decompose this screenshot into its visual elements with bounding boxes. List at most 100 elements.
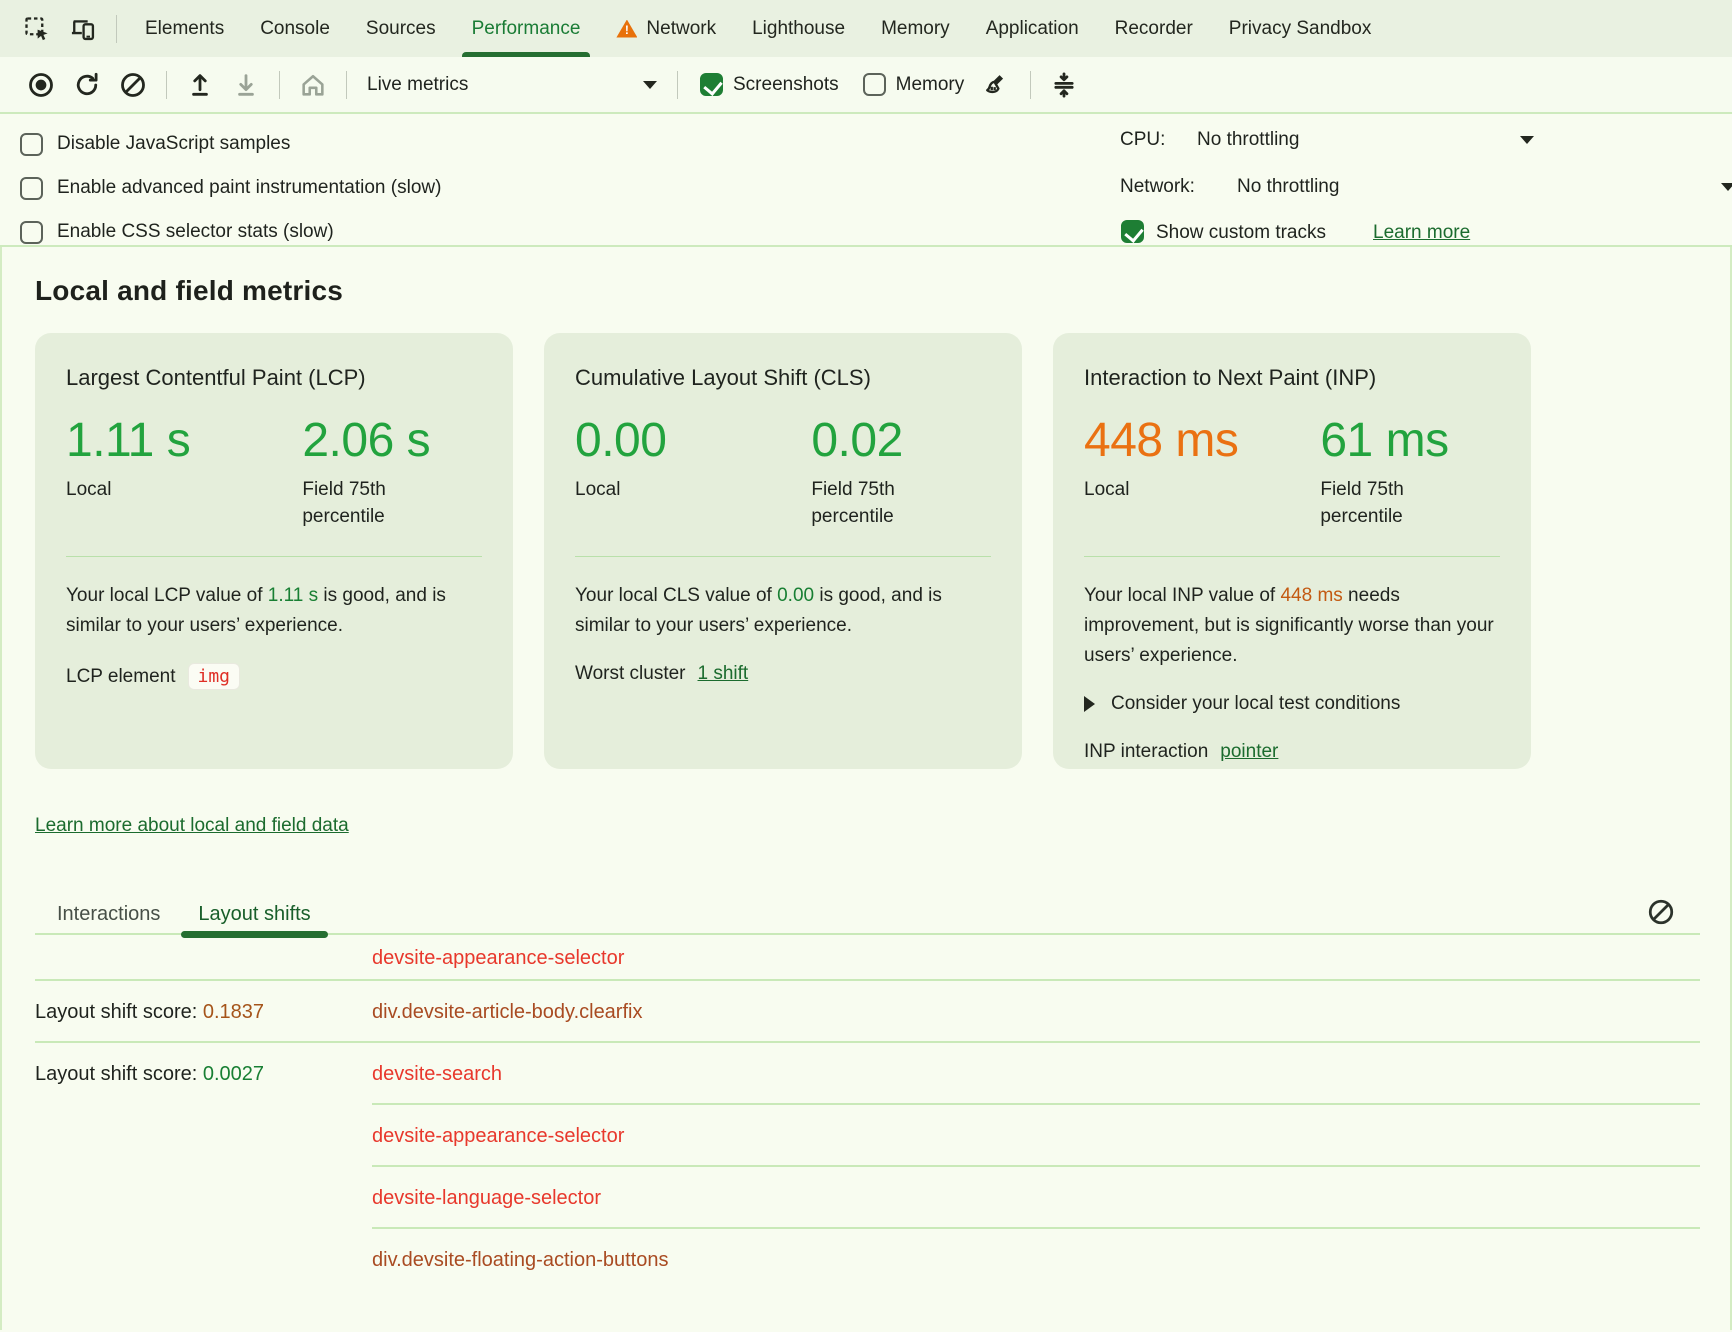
network-chevron-down-icon[interactable] — [1721, 183, 1732, 191]
inspect-element-icon[interactable] — [20, 12, 54, 46]
live-metrics-label: Live metrics — [367, 73, 469, 95]
lcp-card: Largest Contentful Paint (LCP) 1.11 s Lo… — [35, 333, 513, 769]
disable-js-samples-row[interactable]: Disable JavaScript samples — [20, 122, 441, 166]
load-profile-icon[interactable] — [185, 70, 215, 100]
collapse-settings-icon[interactable] — [1049, 70, 1079, 100]
memory-checkbox-row[interactable]: Memory — [862, 73, 964, 96]
cpu-throttling-select[interactable]: No throttling — [1197, 129, 1300, 150]
warning-icon — [616, 19, 638, 38]
live-metrics-view: Local and field metrics Largest Contentf… — [0, 247, 1732, 1330]
local-test-conditions-label: Consider your local test conditions — [1111, 693, 1401, 714]
tab-network[interactable]: Network — [598, 0, 734, 57]
tab-memory-label: Memory — [881, 17, 950, 39]
lcp-local-value: 1.11 s — [66, 414, 191, 467]
tab-lighthouse[interactable]: Lighthouse — [734, 0, 863, 57]
cls-local-label: Local — [575, 479, 621, 500]
record-icon[interactable] — [26, 70, 56, 100]
network-throttling-select[interactable]: No throttling — [1237, 176, 1340, 197]
performance-toolbar: Live metrics Screenshots Memory — [0, 57, 1732, 114]
divider — [166, 70, 167, 99]
worst-cluster-link[interactable]: 1 shift — [697, 663, 749, 684]
shift-node-link[interactable]: devsite-appearance-selector — [372, 946, 625, 969]
advanced-paint-label: Enable advanced paint instrumentation (s… — [57, 177, 442, 198]
save-profile-icon[interactable] — [231, 70, 261, 100]
inp-local-label: Local — [1084, 479, 1130, 500]
tab-performance[interactable]: Performance — [454, 0, 599, 57]
tab-recorder-label: Recorder — [1114, 17, 1193, 39]
show-custom-tracks-label: Show custom tracks — [1156, 222, 1326, 243]
tab-elements[interactable]: Elements — [127, 0, 242, 57]
inp-description: Your local INP value of 448 ms needs imp… — [1084, 585, 1494, 666]
layout-shift-row[interactable]: Layout shift score: 0.0027 devsite-searc… — [35, 1043, 1700, 1105]
tab-interactions-label: Interactions — [57, 902, 161, 925]
divider — [35, 1041, 1700, 1043]
tab-console[interactable]: Console — [242, 0, 348, 57]
local-test-conditions-expando[interactable]: Consider your local test conditions — [1084, 693, 1500, 715]
screenshots-checkbox[interactable] — [700, 73, 723, 96]
cls-field-value: 0.02 — [811, 414, 903, 467]
shift-node-link[interactable]: devsite-language-selector — [372, 1186, 602, 1209]
log-tabs: Interactions Layout shifts — [35, 894, 1700, 938]
memory-checkbox[interactable] — [862, 73, 886, 96]
inp-card: Interaction to Next Paint (INP) 448 ms L… — [1053, 333, 1531, 769]
tab-memory[interactable]: Memory — [863, 0, 968, 57]
divider — [372, 1227, 1700, 1229]
tab-lighthouse-label: Lighthouse — [752, 17, 846, 39]
triangle-right-icon — [1084, 696, 1095, 712]
divider — [35, 979, 1700, 981]
worst-cluster-label: Worst cluster — [575, 663, 686, 684]
capture-settings-pane: Disable JavaScript samples Enable advanc… — [0, 114, 1732, 247]
tab-application[interactable]: Application — [968, 0, 1097, 57]
reload-record-icon[interactable] — [72, 70, 102, 100]
lcp-local-label: Local — [66, 479, 112, 500]
garbage-collect-icon[interactable] — [982, 70, 1012, 100]
layout-shift-row[interactable]: Layout shift score: 0.1837 div.devsite-a… — [35, 981, 1700, 1043]
inp-interaction-link[interactable]: pointer — [1220, 741, 1279, 762]
home-icon[interactable] — [298, 70, 328, 100]
screenshots-checkbox-row[interactable]: Screenshots — [700, 73, 839, 96]
tab-performance-label: Performance — [471, 17, 581, 39]
tab-sources[interactable]: Sources — [348, 0, 454, 57]
custom-tracks-learn-more-link[interactable]: Learn more — [1373, 222, 1471, 243]
tab-privacy-sandbox[interactable]: Privacy Sandbox — [1211, 0, 1390, 57]
devtools-tabbar: Elements Console Sources Performance Net… — [0, 0, 1732, 57]
shift-node-link[interactable]: devsite-appearance-selector — [372, 1124, 625, 1147]
shift-node-link[interactable]: devsite-search — [372, 1062, 503, 1085]
tab-interactions[interactable]: Interactions — [57, 894, 160, 934]
device-toolbar-icon[interactable] — [66, 12, 100, 46]
cls-local-value: 0.00 — [575, 414, 667, 467]
divider — [116, 14, 117, 43]
show-custom-tracks-checkbox[interactable] — [1121, 220, 1144, 243]
shift-score: Layout shift score: 0.1837 — [35, 1000, 265, 1023]
clear-icon[interactable] — [118, 70, 148, 100]
cpu-label: CPU: — [1120, 129, 1166, 150]
css-selector-stats-row[interactable]: Enable CSS selector stats (slow) — [20, 210, 441, 254]
divider — [279, 70, 280, 99]
advanced-paint-row[interactable]: Enable advanced paint instrumentation (s… — [20, 166, 441, 210]
advanced-paint-checkbox[interactable] — [20, 176, 43, 200]
lcp-element-chip[interactable]: img — [187, 663, 241, 690]
lcp-description: Your local LCP value of 1.11 s is good, … — [66, 585, 446, 636]
css-selector-stats-checkbox[interactable] — [20, 220, 43, 244]
shift-node-link[interactable]: div.devsite-floating-action-buttons — [372, 1248, 669, 1271]
layout-shift-row[interactable]: devsite-language-selector — [35, 1167, 1700, 1229]
lcp-element-label: LCP element — [66, 665, 176, 687]
tab-recorder[interactable]: Recorder — [1097, 0, 1211, 57]
layout-shift-row[interactable]: devsite-appearance-selector — [35, 1105, 1700, 1167]
disable-js-samples-checkbox[interactable] — [20, 132, 43, 156]
layout-shift-row[interactable]: devsite-appearance-selector — [35, 935, 1700, 981]
tab-layout-shifts[interactable]: Layout shifts — [181, 894, 329, 938]
inp-local-value: 448 ms — [1084, 414, 1239, 467]
history-select[interactable]: Live metrics — [367, 74, 657, 96]
live-metrics-log: Interactions Layout shifts devsite-appea… — [35, 895, 1700, 1291]
tab-privacy-sandbox-label: Privacy Sandbox — [1228, 17, 1372, 39]
tab-layout-shifts-label: Layout shifts — [198, 902, 311, 925]
local-field-data-learn-more-link[interactable]: Learn more about local and field data — [35, 815, 349, 836]
shift-node-link[interactable]: div.devsite-article-body.clearfix — [372, 1000, 643, 1023]
layout-shift-row[interactable]: div.devsite-floating-action-buttons — [35, 1229, 1700, 1291]
divider — [1084, 556, 1500, 557]
cpu-chevron-down-icon[interactable] — [1520, 136, 1534, 144]
lcp-field-value: 2.06 s — [302, 414, 431, 467]
clear-log-icon[interactable] — [1646, 897, 1676, 927]
lcp-field-label: Field 75th percentile — [302, 479, 386, 527]
